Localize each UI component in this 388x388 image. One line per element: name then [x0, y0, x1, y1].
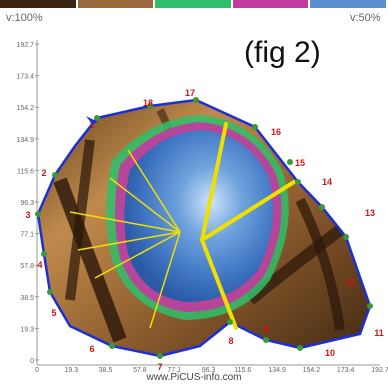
x-tick-label: 38.5 — [99, 367, 113, 374]
y-tick-label: 19.3 — [20, 326, 34, 333]
sensor-label: 18 — [143, 98, 153, 108]
y-tick-label: 134.9 — [16, 137, 34, 144]
sensor-label: 12 — [345, 277, 355, 287]
crack-ray — [69, 211, 181, 233]
y-tick-label: 115.6 — [17, 168, 34, 175]
crack-ray — [127, 149, 181, 233]
y-tick-label: 173.4 — [16, 74, 34, 81]
sensor-dot — [263, 337, 269, 343]
sensor-dot — [193, 97, 199, 103]
sensor-label: 8 — [228, 336, 233, 346]
sensor-label: 3 — [25, 210, 30, 220]
y-axis-ticks: 192.7 173.4 154.2 134.9 115.6 96.3 77.1 57.8 38.… — [16, 42, 39, 365]
x-tick-label: 77.1 — [167, 367, 181, 374]
dark-wood-streak — [246, 225, 344, 305]
crack-ray — [77, 231, 181, 251]
y-tick-label: 38.5 — [20, 295, 34, 302]
legend-left-label: v:100% — [6, 12, 43, 24]
sensor-label: 6 — [89, 344, 94, 354]
color-scale-light-brown — [77, 0, 154, 8]
crack-ray — [149, 231, 181, 329]
sensor-dot — [109, 343, 115, 349]
dark-wood-streak — [65, 139, 95, 301]
y-tick-label: 77.1 — [20, 232, 34, 239]
x-tick-label: 96.3 — [202, 367, 216, 374]
sensor-label: 11 — [374, 328, 384, 338]
sensor-label: 5 — [51, 308, 56, 318]
sensor-dot — [35, 211, 41, 217]
crack-rays-thin — [69, 149, 181, 329]
color-scale-green — [155, 0, 231, 8]
x-tick-label: 115.6 — [234, 367, 251, 374]
sensor-dot — [252, 124, 258, 130]
sensor-label: 13 — [365, 208, 375, 218]
dark-wood-streak — [53, 177, 127, 343]
sensor-label: 10 — [325, 348, 335, 358]
crack-lines-thick — [200, 122, 296, 330]
y-tick-label: 57.8 — [20, 263, 34, 270]
sensor-dot — [94, 115, 100, 121]
color-scale-dark-brown — [0, 0, 76, 8]
sensor-dot — [157, 353, 163, 359]
color-scale-blue — [310, 0, 386, 8]
crack-ray — [94, 231, 181, 279]
sensor-label: 4 — [37, 260, 42, 270]
dark-wood-streak — [295, 197, 345, 331]
y-tick-label: 0 — [30, 358, 34, 365]
crack-ray — [109, 177, 181, 233]
footer-credit: www.PiCUS-info.com — [146, 372, 242, 383]
x-axis-ticks: 0 19.3 38.5 57.8 77.1 96.3 115.6 134.9 154.2 173.… — [35, 367, 388, 374]
sensor-dot — [319, 204, 325, 210]
crack-line — [200, 122, 228, 242]
crack-line — [200, 238, 238, 330]
sensor-dot — [47, 289, 53, 295]
sensor-dot — [52, 172, 58, 178]
sensor-label: 2 — [41, 168, 46, 178]
y-tick-label: 154.2 — [16, 105, 34, 112]
decayed-core — [124, 130, 274, 302]
color-scale-magenta — [232, 0, 309, 8]
sensor-label: 1 — [89, 120, 94, 130]
sensor-label: 16 — [271, 127, 281, 137]
sensor-label: 9 — [263, 324, 268, 334]
sensor-dot — [227, 319, 233, 325]
sensor-dot — [287, 159, 293, 165]
x-tick-label: 173.4 — [337, 367, 355, 374]
sensor-label: 7 — [157, 362, 162, 372]
x-tick-label: 134.9 — [268, 367, 286, 374]
sensor-dot — [295, 179, 301, 185]
crack-line — [200, 180, 296, 242]
legend-right-label: v:50% — [350, 12, 381, 24]
figure-label: (fig 2) — [244, 36, 321, 69]
y-tick-label: 96.3 — [20, 200, 34, 207]
sensor-label: 14 — [322, 177, 332, 187]
sensor-dot — [367, 303, 373, 309]
sensor-label: 17 — [185, 88, 195, 98]
color-scale-bar — [0, 0, 388, 8]
x-tick-label: 154.2 — [303, 367, 321, 374]
x-tick-label: 192.7 — [371, 367, 388, 374]
sensor-dot — [297, 345, 303, 351]
sensor-dot — [147, 103, 153, 109]
x-tick-label: 0 — [35, 367, 39, 374]
x-tick-label: 57.8 — [133, 367, 147, 374]
y-tick-label: 192.7 — [16, 42, 34, 49]
sensor-dot — [41, 251, 47, 257]
sensor-label: 15 — [295, 158, 305, 168]
sensor-dot — [343, 234, 349, 240]
stem-outline — [36, 98, 372, 358]
x-tick-label: 19.3 — [64, 367, 78, 374]
arrow-icon — [86, 116, 98, 124]
